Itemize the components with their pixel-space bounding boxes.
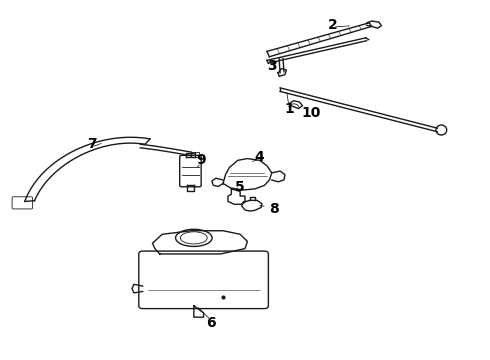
Text: 4: 4 — [255, 150, 265, 164]
Text: 3: 3 — [267, 59, 277, 73]
Text: 2: 2 — [328, 18, 338, 32]
Text: 7: 7 — [87, 137, 97, 151]
Text: 1: 1 — [284, 102, 294, 116]
Text: 6: 6 — [206, 316, 216, 330]
Text: 8: 8 — [270, 202, 279, 216]
Text: 10: 10 — [301, 106, 320, 120]
Text: 5: 5 — [235, 180, 245, 194]
Text: 9: 9 — [196, 153, 206, 167]
